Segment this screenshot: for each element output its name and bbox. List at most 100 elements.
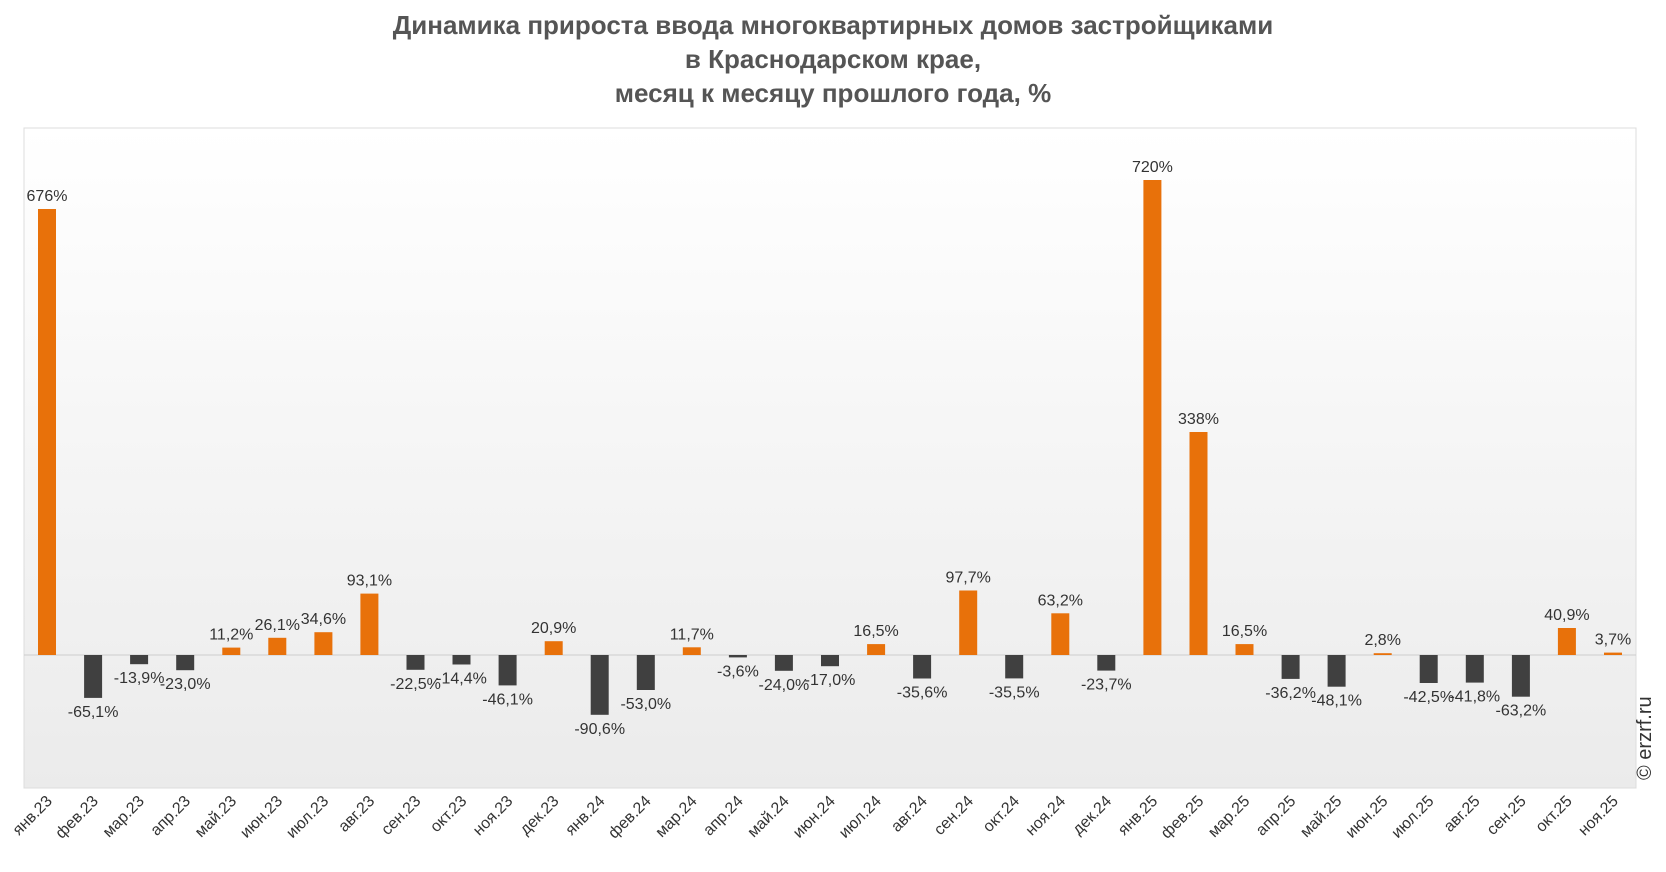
data-label-июн.25: 2,8% [1364, 632, 1400, 649]
data-label-июл.23: 34,6% [301, 611, 346, 628]
data-label-окт.24: -35,5% [989, 684, 1040, 701]
bar-авг.24 [913, 655, 932, 679]
copyright-text: © erzrf.ru [1634, 696, 1656, 780]
x-tick-мар.23: мар.23 [100, 793, 148, 841]
data-label-июл.24: 16,5% [853, 623, 898, 640]
bar-ноя.25 [1604, 652, 1622, 655]
x-tick-ноя.23: ноя.23 [470, 793, 516, 839]
data-label-ноя.25: 3,7% [1595, 632, 1631, 649]
x-tick-авг.23: авг.23 [335, 793, 378, 836]
bar-июл.23 [314, 632, 333, 655]
bar-янв.24 [590, 655, 609, 715]
x-tick-апр.24: апр.24 [700, 793, 747, 840]
bar-мар.25 [1235, 644, 1254, 655]
data-label-фев.23: -65,1% [68, 704, 119, 721]
x-tick-дек.23: дек.23 [517, 793, 563, 839]
data-label-апр.23: -23,0% [160, 676, 211, 693]
x-tick-ноя.24: ноя.24 [1023, 793, 1069, 839]
x-tick-янв.24: янв.24 [562, 793, 608, 839]
bar-янв.25 [1143, 180, 1162, 655]
bar-авг.23 [360, 593, 379, 655]
bar-окт.24 [1005, 655, 1024, 679]
bar-сен.23 [406, 655, 425, 670]
bar-окт.23 [452, 655, 471, 665]
x-tick-янв.25: янв.25 [1115, 793, 1161, 839]
x-tick-авг.24: авг.24 [888, 793, 931, 836]
x-tick-апр.25: апр.25 [1253, 793, 1300, 840]
data-label-апр.24: -3,6% [717, 663, 759, 680]
bar-июл.25 [1419, 655, 1438, 683]
data-label-мар.23: -13,9% [114, 670, 165, 687]
data-label-сен.24: 97,7% [946, 570, 991, 587]
x-tick-окт.24: окт.24 [980, 793, 1023, 836]
chart-title: Динамика прироста ввода многоквартирных … [0, 8, 1666, 110]
x-tick-дек.24: дек.24 [1070, 793, 1116, 839]
bar-май.25 [1327, 655, 1346, 687]
bar-май.24 [774, 655, 793, 671]
x-tick-фев.23: фев.23 [53, 793, 102, 842]
bar-фев.25 [1189, 432, 1208, 655]
data-label-апр.25: -36,2% [1265, 685, 1316, 702]
data-label-авг.24: -35,6% [897, 685, 948, 702]
x-tick-июн.25: июн.25 [1343, 793, 1392, 842]
data-label-мар.24: 11,7% [670, 626, 714, 643]
x-tick-апр.23: апр.23 [148, 793, 195, 840]
data-label-июл.25: -42,5% [1403, 689, 1454, 706]
data-label-окт.23: -14,4% [436, 671, 487, 688]
data-label-май.23: 11,2% [209, 627, 253, 644]
x-tick-янв.23: янв.23 [10, 793, 56, 839]
bar-ноя.23 [498, 655, 517, 686]
x-tick-окт.23: окт.23 [427, 793, 470, 836]
x-tick-май.24: май.24 [745, 793, 793, 841]
bar-авг.25 [1465, 655, 1484, 683]
x-tick-май.23: май.23 [192, 793, 240, 841]
x-tick-мар.25: мар.25 [1205, 793, 1253, 841]
data-label-мар.25: 16,5% [1222, 623, 1267, 640]
bar-июл.24 [867, 644, 886, 655]
plot-area [23, 127, 1637, 789]
bar-май.23 [222, 647, 241, 655]
data-label-янв.23: 676% [27, 188, 68, 205]
data-label-дек.23: 20,9% [531, 620, 576, 637]
data-label-фев.25: 338% [1178, 411, 1219, 428]
data-label-сен.25: -63,2% [1496, 703, 1547, 720]
x-tick-ноя.25: ноя.25 [1575, 793, 1621, 839]
data-label-сен.23: -22,5% [390, 676, 441, 693]
x-tick-авг.25: авг.25 [1441, 793, 1484, 836]
bar-июн.25 [1373, 653, 1392, 655]
x-tick-июн.23: июн.23 [237, 793, 286, 842]
data-label-май.25: -48,1% [1311, 693, 1362, 710]
copyright-text-container: © erzrf.ru [1634, 620, 1658, 780]
bar-апр.24 [728, 655, 747, 658]
data-label-окт.25: 40,9% [1544, 607, 1589, 624]
x-tick-июл.23: июл.23 [283, 793, 332, 842]
chart-title-line-2: в Краснодарском крае, [684, 44, 982, 74]
x-tick-сен.25: сен.25 [1484, 793, 1530, 839]
x-tick-июн.24: июн.24 [790, 793, 839, 842]
data-label-янв.24: -90,6% [574, 721, 625, 738]
bar-ноя.24 [1051, 613, 1070, 655]
chart-title-line-1: Динамика прироста ввода многоквартирных … [392, 10, 1274, 40]
bar-фев.24 [636, 655, 655, 690]
chart-title-line-3: месяц к месяцу прошлого года, % [614, 78, 1052, 108]
bar-окт.25 [1557, 628, 1576, 655]
data-label-дек.24: -23,7% [1081, 677, 1132, 694]
bar-июн.23 [268, 637, 287, 655]
data-label-ноя.24: 63,2% [1038, 592, 1083, 609]
x-tick-сен.23: сен.23 [378, 793, 424, 839]
x-tick-окт.25: окт.25 [1533, 793, 1576, 836]
data-label-июн.24: -17,0% [805, 672, 856, 689]
data-label-янв.25: 720% [1132, 159, 1173, 176]
bar-дек.24 [1097, 655, 1116, 671]
x-tick-май.25: май.25 [1297, 793, 1345, 841]
data-label-фев.24: -53,0% [620, 696, 671, 713]
x-tick-фев.25: фев.25 [1158, 793, 1207, 842]
bar-сен.25 [1511, 655, 1530, 697]
x-tick-сен.24: сен.24 [931, 793, 977, 839]
bar-апр.23 [176, 655, 195, 671]
x-tick-мар.24: мар.24 [653, 793, 701, 841]
data-label-май.24: -24,0% [759, 677, 810, 694]
data-label-ноя.23: -46,1% [482, 691, 533, 708]
x-tick-июл.25: июл.25 [1389, 793, 1438, 842]
bar-мар.24 [682, 647, 701, 655]
